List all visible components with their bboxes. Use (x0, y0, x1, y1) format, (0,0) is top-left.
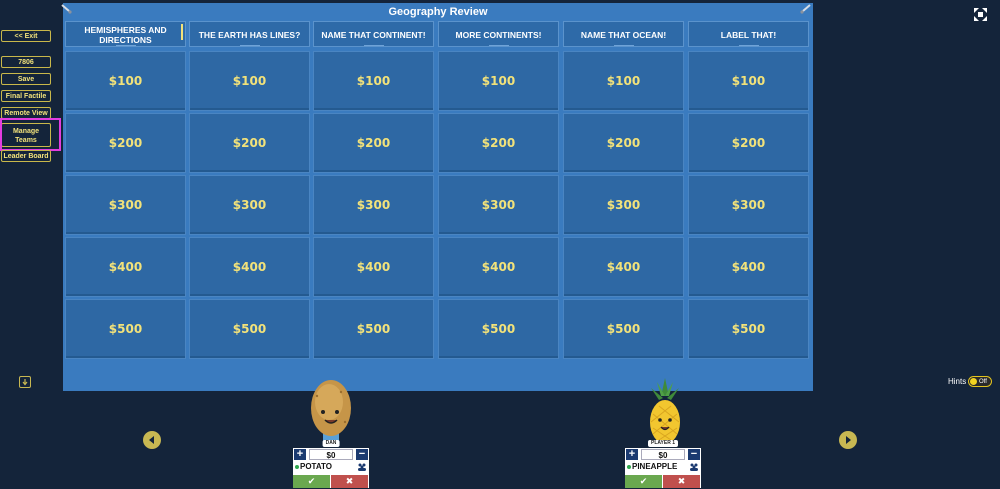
question-tile[interactable]: $100 (65, 51, 186, 111)
download-icon (22, 379, 28, 386)
add-points-button[interactable]: + (294, 449, 306, 460)
question-grid: $100 $200 $300 $400 $500 $100 $200 $300 $400 $500… (63, 49, 813, 364)
category-header[interactable]: HEMISPHERES AND DIRECTIONS (65, 21, 186, 47)
question-tile[interactable]: $400 (563, 237, 684, 297)
team-members-icon[interactable] (689, 462, 699, 472)
team-score: $0 (309, 449, 353, 460)
question-tile[interactable]: $500 (438, 299, 559, 359)
category-label: HEMISPHERES AND DIRECTIONS (84, 25, 167, 45)
team-card-potato: DAN + $0 − POTATO ✔ ✖ (293, 378, 369, 489)
incorrect-button[interactable]: ✖ (331, 475, 368, 488)
category-header[interactable]: NAME THAT CONTINENT! (313, 21, 434, 47)
team-score: $0 (641, 449, 685, 460)
hints-label: Hints (948, 377, 967, 386)
team-name: POTATO (295, 462, 355, 472)
download-button[interactable] (19, 376, 31, 388)
question-tile[interactable]: $500 (563, 299, 684, 359)
board-title: Geography Review (388, 6, 488, 18)
question-tile[interactable]: $300 (65, 175, 186, 235)
final-factile-button[interactable]: Final Factile (1, 90, 51, 102)
prev-team-button[interactable] (143, 431, 161, 449)
question-tile[interactable]: $200 (65, 113, 186, 173)
category-header[interactable]: LABEL THAT! (688, 21, 809, 47)
category-row: HEMISPHERES AND DIRECTIONS THE EARTH HAS… (63, 21, 813, 47)
question-tile[interactable]: $300 (189, 175, 310, 235)
question-tile[interactable]: $500 (313, 299, 434, 359)
question-tile[interactable]: $300 (313, 175, 434, 235)
question-tile[interactable]: $500 (688, 299, 809, 359)
chevron-right-icon (846, 436, 851, 444)
question-tile[interactable]: $100 (563, 51, 684, 111)
question-tile[interactable]: $300 (438, 175, 559, 235)
question-tile[interactable]: $400 (65, 237, 186, 297)
team-score-card: + $0 − PINEAPPLE ✔ ✖ (625, 448, 701, 488)
question-tile[interactable]: $200 (313, 113, 434, 173)
category-label: NAME THAT OCEAN! (580, 30, 667, 40)
category-header[interactable]: THE EARTH HAS LINES? (189, 21, 310, 47)
next-team-button[interactable] (839, 431, 857, 449)
correct-button[interactable]: ✔ (625, 475, 662, 488)
category-header[interactable]: NAME THAT OCEAN! (563, 21, 684, 47)
question-tile[interactable]: $400 (189, 237, 310, 297)
potato-avatar (311, 380, 351, 442)
question-tile[interactable]: $200 (563, 113, 684, 173)
exit-button[interactable]: << Exit (1, 30, 51, 42)
save-button[interactable]: Save (1, 73, 51, 85)
question-tile[interactable]: $400 (438, 237, 559, 297)
question-tile[interactable]: $500 (189, 299, 310, 359)
subtract-points-button[interactable]: − (688, 449, 700, 460)
question-tile[interactable]: $100 (438, 51, 559, 111)
category-label: NAME THAT CONTINENT! (321, 30, 426, 40)
question-tile[interactable]: $300 (688, 175, 809, 235)
subtract-points-button[interactable]: − (356, 449, 368, 460)
question-tile[interactable]: $400 (688, 237, 809, 297)
question-tile[interactable]: $200 (688, 113, 809, 173)
question-tile[interactable]: $100 (313, 51, 434, 111)
leader-board-button[interactable]: Leader Board (1, 150, 51, 162)
pin-icon (800, 4, 811, 14)
chevron-left-icon (149, 436, 154, 444)
pin-icon (61, 4, 72, 14)
pineapple-avatar (650, 378, 680, 444)
team-name: PINEAPPLE (627, 462, 687, 472)
question-tile[interactable]: $200 (189, 113, 310, 173)
hints-toggle[interactable]: Off (968, 376, 992, 387)
manage-teams-highlight (0, 118, 61, 151)
incorrect-button[interactable]: ✖ (663, 475, 700, 488)
fullscreen-icon[interactable] (974, 8, 987, 21)
category-label: MORE CONTINENTS! (455, 30, 542, 40)
manage-teams-button[interactable]: Manage Teams (1, 123, 51, 147)
category-header[interactable]: MORE CONTINENTS! (438, 21, 559, 47)
question-tile[interactable]: $100 (688, 51, 809, 111)
question-tile[interactable]: $100 (189, 51, 310, 111)
game-board: Geography Review HEMISPHERES AND DIRECTI… (61, 3, 813, 391)
category-label: THE EARTH HAS LINES? (198, 30, 301, 40)
hints-state: Off (979, 379, 987, 385)
correct-button[interactable]: ✔ (293, 475, 330, 488)
team-tag: PLAYER 1 (648, 440, 678, 447)
category-label: LABEL THAT! (720, 30, 777, 40)
team-members-icon[interactable] (357, 462, 367, 472)
question-tile[interactable]: $200 (438, 113, 559, 173)
team-card-pineapple: PLAYER 1 + $0 − PINEAPPLE ✔ ✖ (625, 378, 701, 489)
add-points-button[interactable]: + (626, 449, 638, 460)
game-code: 7806 (1, 56, 51, 68)
team-tag: DAN (322, 440, 340, 447)
question-tile[interactable]: $500 (65, 299, 186, 359)
question-tile[interactable]: $300 (563, 175, 684, 235)
team-score-card: + $0 − POTATO ✔ ✖ (293, 448, 369, 488)
question-tile[interactable]: $400 (313, 237, 434, 297)
